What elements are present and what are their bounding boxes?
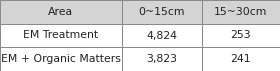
Bar	[0, 0, 122, 24]
Bar	[0, 24, 122, 47]
Text: 15~30cm: 15~30cm	[214, 7, 267, 17]
Bar	[202, 47, 280, 71]
Text: 253: 253	[230, 31, 251, 40]
Text: 4,824: 4,824	[146, 31, 177, 40]
Bar	[122, 0, 202, 24]
Text: 3,823: 3,823	[146, 54, 177, 64]
Text: 0~15cm: 0~15cm	[138, 7, 185, 17]
Text: EM Treatment: EM Treatment	[23, 31, 99, 40]
Text: Area: Area	[48, 7, 73, 17]
Text: EM + Organic Matters: EM + Organic Matters	[1, 54, 121, 64]
Bar	[202, 0, 280, 24]
Bar	[122, 24, 202, 47]
Text: 241: 241	[230, 54, 251, 64]
Bar	[202, 24, 280, 47]
Bar	[0, 47, 122, 71]
Bar	[122, 47, 202, 71]
